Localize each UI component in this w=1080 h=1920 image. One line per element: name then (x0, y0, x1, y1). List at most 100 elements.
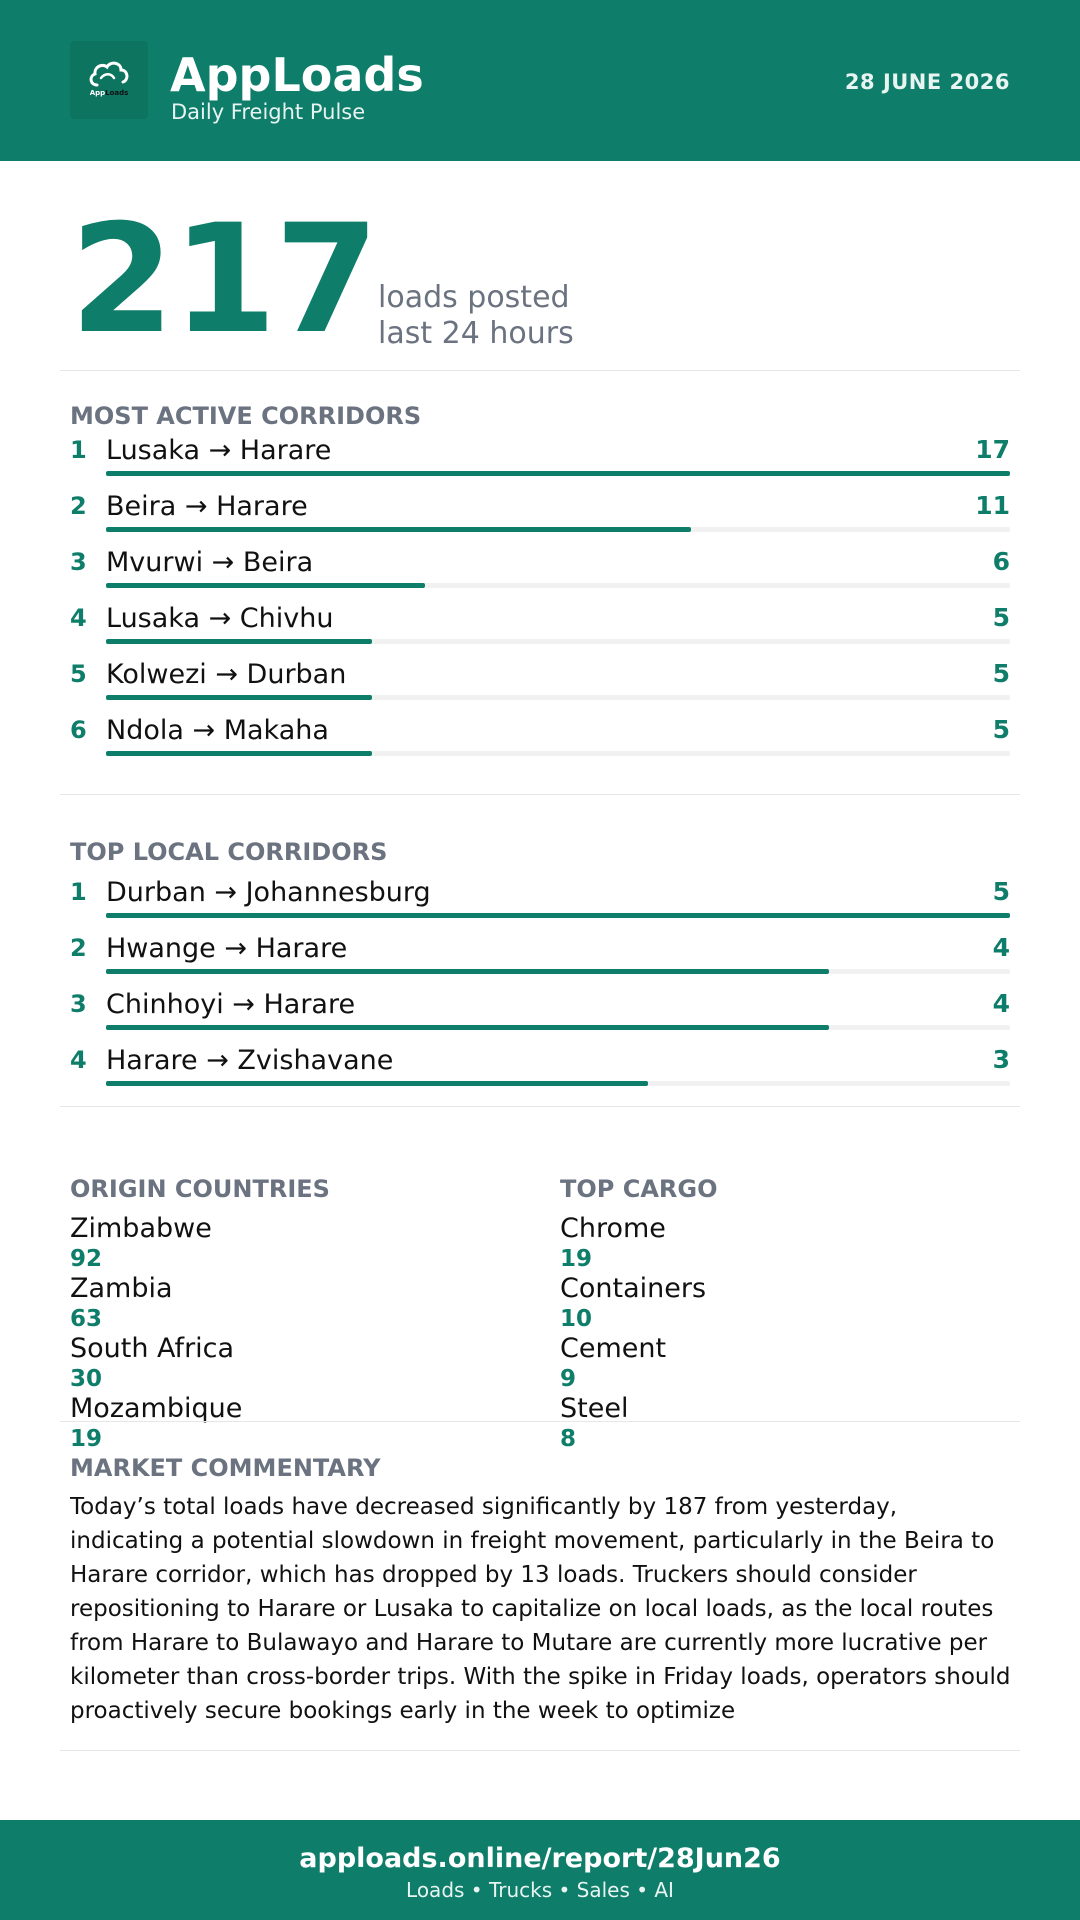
corridor-bar-track (106, 1025, 1010, 1030)
corridor-bar-track (106, 913, 1010, 918)
corridor-bar-track (106, 471, 1010, 476)
corridor-route: Hwange → Harare (106, 933, 348, 964)
divider (60, 370, 1020, 371)
corridor-bar-track (106, 751, 1010, 756)
corridor-rank: 3 (70, 548, 87, 576)
corridor-bar-track (106, 639, 1010, 644)
top-cargo-panel: TOP CARGO Chrome 19 Containers 10 Cement 9 Ste… (560, 1175, 960, 1453)
corridor-row: 6 Ndola → Makaha 5 (70, 715, 1010, 771)
stat-item-name: Steel (560, 1393, 629, 1424)
stat-item-name: Containers (560, 1273, 707, 1304)
corridor-count: 3 (992, 1045, 1010, 1074)
stat-item-value: 92 (70, 1246, 103, 1272)
corridor-count: 6 (992, 547, 1010, 576)
stat-item-value: 19 (70, 1426, 103, 1452)
stat-item-name: Chrome (560, 1213, 666, 1244)
corridor-count: 4 (992, 989, 1010, 1018)
corridor-route: Ndola → Makaha (106, 715, 329, 746)
corridor-route: Lusaka → Chivhu (106, 603, 334, 634)
corridor-row: 4 Lusaka → Chivhu 5 (70, 603, 1010, 659)
brand-tagline: Daily Freight Pulse (171, 100, 366, 124)
stat-item-value: 10 (560, 1306, 593, 1332)
market-commentary-title: MARKET COMMENTARY (70, 1454, 381, 1482)
stat-item-name: Cement (560, 1333, 667, 1364)
origin-countries-panel: ORIGIN COUNTRIES Zimbabwe 92 Zambia 63 South… (70, 1175, 470, 1453)
corridor-route: Harare → Zvishavane (106, 1045, 394, 1076)
corridor-row: 2 Beira → Harare 11 (70, 491, 1010, 547)
divider (60, 794, 1020, 795)
corridor-bar-fill (106, 527, 691, 532)
corridor-route: Beira → Harare (106, 491, 308, 522)
corridor-count: 4 (992, 933, 1010, 962)
corridor-count: 17 (975, 435, 1010, 464)
corridor-bar-fill (106, 1025, 830, 1030)
corridor-row: 3 Mvurwi → Beira 6 (70, 547, 1010, 603)
corridor-bar-track (106, 527, 1010, 532)
corridor-bar-fill (106, 695, 372, 700)
corridor-route: Kolwezi → Durban (106, 659, 347, 690)
corridor-route: Lusaka → Harare (106, 435, 332, 466)
most-active-title: MOST ACTIVE CORRIDORS (70, 402, 422, 430)
corridor-rank: 1 (70, 436, 87, 464)
corridor-row: 1 Durban → Johannesburg 5 (70, 877, 1010, 933)
footer-bar: apploads.online/report/28Jun26 Loads • T… (0, 1820, 1080, 1920)
corridor-bar-fill (106, 583, 426, 588)
corridor-bar-fill (106, 1081, 649, 1086)
loads-posted-total: 217 (70, 193, 379, 367)
corridor-rank: 5 (70, 660, 87, 688)
brand-name: AppLoads (170, 48, 424, 102)
corridor-rank: 2 (70, 492, 87, 520)
corridor-count: 5 (992, 659, 1010, 688)
header-bar: AppLoads AppLoads Daily Freight Pulse 28… (0, 0, 1080, 161)
stat-item-value: 19 (560, 1246, 593, 1272)
corridor-count: 5 (992, 715, 1010, 744)
origin-countries-title: ORIGIN COUNTRIES (70, 1175, 330, 1203)
market-commentary-text: Today’s total loads have decreased signi… (70, 1494, 1011, 1724)
corridor-row: 2 Hwange → Harare 4 (70, 933, 1010, 989)
footer-tagline: Loads • Trucks • Sales • AI (406, 1878, 674, 1902)
corridor-bar-track (106, 583, 1010, 588)
corridor-rank: 3 (70, 990, 87, 1018)
corridor-route: Durban → Johannesburg (106, 877, 431, 908)
corridor-rank: 4 (70, 1046, 87, 1074)
top-local-title: TOP LOCAL CORRIDORS (70, 838, 388, 866)
stat-item-value: 9 (560, 1366, 577, 1392)
divider (60, 1106, 1020, 1107)
stat-item-name: Zimbabwe (70, 1213, 212, 1244)
report-link[interactable]: apploads.online/report/28Jun26 (299, 1843, 781, 1874)
corridor-count: 11 (975, 491, 1010, 520)
corridor-row: 1 Lusaka → Harare 17 (70, 435, 1010, 491)
corridor-count: 5 (992, 603, 1010, 632)
corridor-row: 4 Harare → Zvishavane 3 (70, 1045, 1010, 1101)
divider (60, 1750, 1020, 1751)
corridor-bar-fill (106, 751, 372, 756)
cloud-icon (89, 61, 129, 87)
corridor-rank: 4 (70, 604, 87, 632)
stat-item-name: Zambia (70, 1273, 173, 1304)
stat-item-value: 30 (70, 1366, 103, 1392)
divider (60, 1421, 1020, 1422)
logo-wordmark: AppLoads (89, 89, 129, 97)
report-date: 28 JUNE 2026 (844, 70, 1010, 94)
corridor-bar-track (106, 969, 1010, 974)
corridor-bar-fill (106, 471, 1010, 476)
corridor-row: 5 Kolwezi → Durban 5 (70, 659, 1010, 715)
hero-caption-line2: last 24 hours (378, 316, 574, 351)
app-logo: AppLoads (70, 41, 148, 119)
corridor-bar-fill (106, 969, 830, 974)
corridor-row: 3 Chinhoyi → Harare 4 (70, 989, 1010, 1045)
stat-item-value: 8 (560, 1426, 577, 1452)
corridor-rank: 2 (70, 934, 87, 962)
corridor-count: 5 (992, 877, 1010, 906)
corridor-rank: 1 (70, 878, 87, 906)
stat-item-name: Mozambique (70, 1393, 243, 1424)
stat-item-value: 63 (70, 1306, 103, 1332)
corridor-rank: 6 (70, 716, 87, 744)
corridor-route: Mvurwi → Beira (106, 547, 314, 578)
top-cargo-title: TOP CARGO (560, 1175, 718, 1203)
corridor-bar-track (106, 695, 1010, 700)
hero-caption-line1: loads posted (378, 280, 570, 315)
corridor-bar-fill (106, 913, 1010, 918)
corridor-route: Chinhoyi → Harare (106, 989, 356, 1020)
corridor-bar-fill (106, 639, 372, 644)
